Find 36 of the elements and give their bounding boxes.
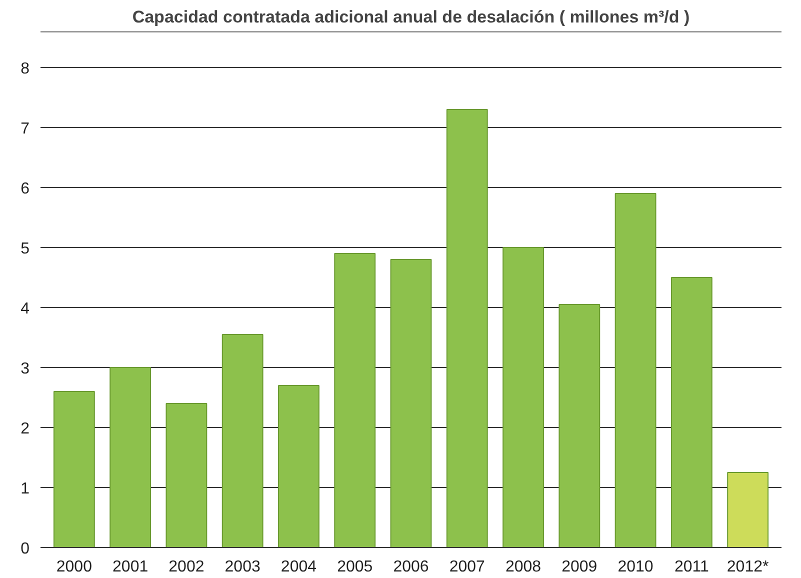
x-tick-label: 2000 [56, 558, 92, 576]
x-tick-label: 2005 [337, 558, 373, 576]
x-tick-label: 2009 [562, 558, 598, 576]
y-tick-label: 7 [20, 120, 30, 138]
y-tick-label: 3 [20, 360, 30, 378]
y-tick-label: 1 [20, 480, 30, 498]
bar [334, 253, 376, 548]
x-tick-label: 2002 [168, 558, 204, 576]
y-tick-label: 4 [20, 300, 30, 318]
bar [166, 403, 208, 548]
x-tick-label: 2007 [449, 558, 486, 576]
bar [670, 277, 712, 548]
x-tick-label: 2001 [112, 558, 148, 576]
y-tick-label: 6 [20, 180, 30, 198]
y-tick-label: 2 [20, 420, 30, 438]
bar [727, 472, 769, 548]
bar [502, 247, 544, 548]
x-tick-label: 2010 [618, 558, 654, 576]
bar [614, 193, 656, 548]
x-tick-label: 2012* [726, 558, 769, 576]
x-tick-label: 2006 [393, 558, 429, 576]
y-tick-label: 5 [20, 240, 30, 258]
bar [558, 304, 600, 548]
bar [446, 109, 488, 548]
bar [53, 391, 95, 548]
x-tick-label: 2011 [674, 558, 709, 576]
chart-title: Capacidad contratada adicional anual de desalación ( millones m³/d ) [132, 8, 690, 26]
x-tick-label: 2004 [280, 558, 317, 576]
y-tick-label: 8 [20, 60, 30, 78]
bar [278, 385, 320, 548]
y-tick-label: 0 [20, 540, 30, 558]
bar [110, 367, 152, 548]
x-tick-label: 2008 [505, 558, 542, 576]
x-tick-label: 2003 [224, 558, 260, 576]
bar [222, 334, 264, 548]
bar [390, 259, 432, 548]
